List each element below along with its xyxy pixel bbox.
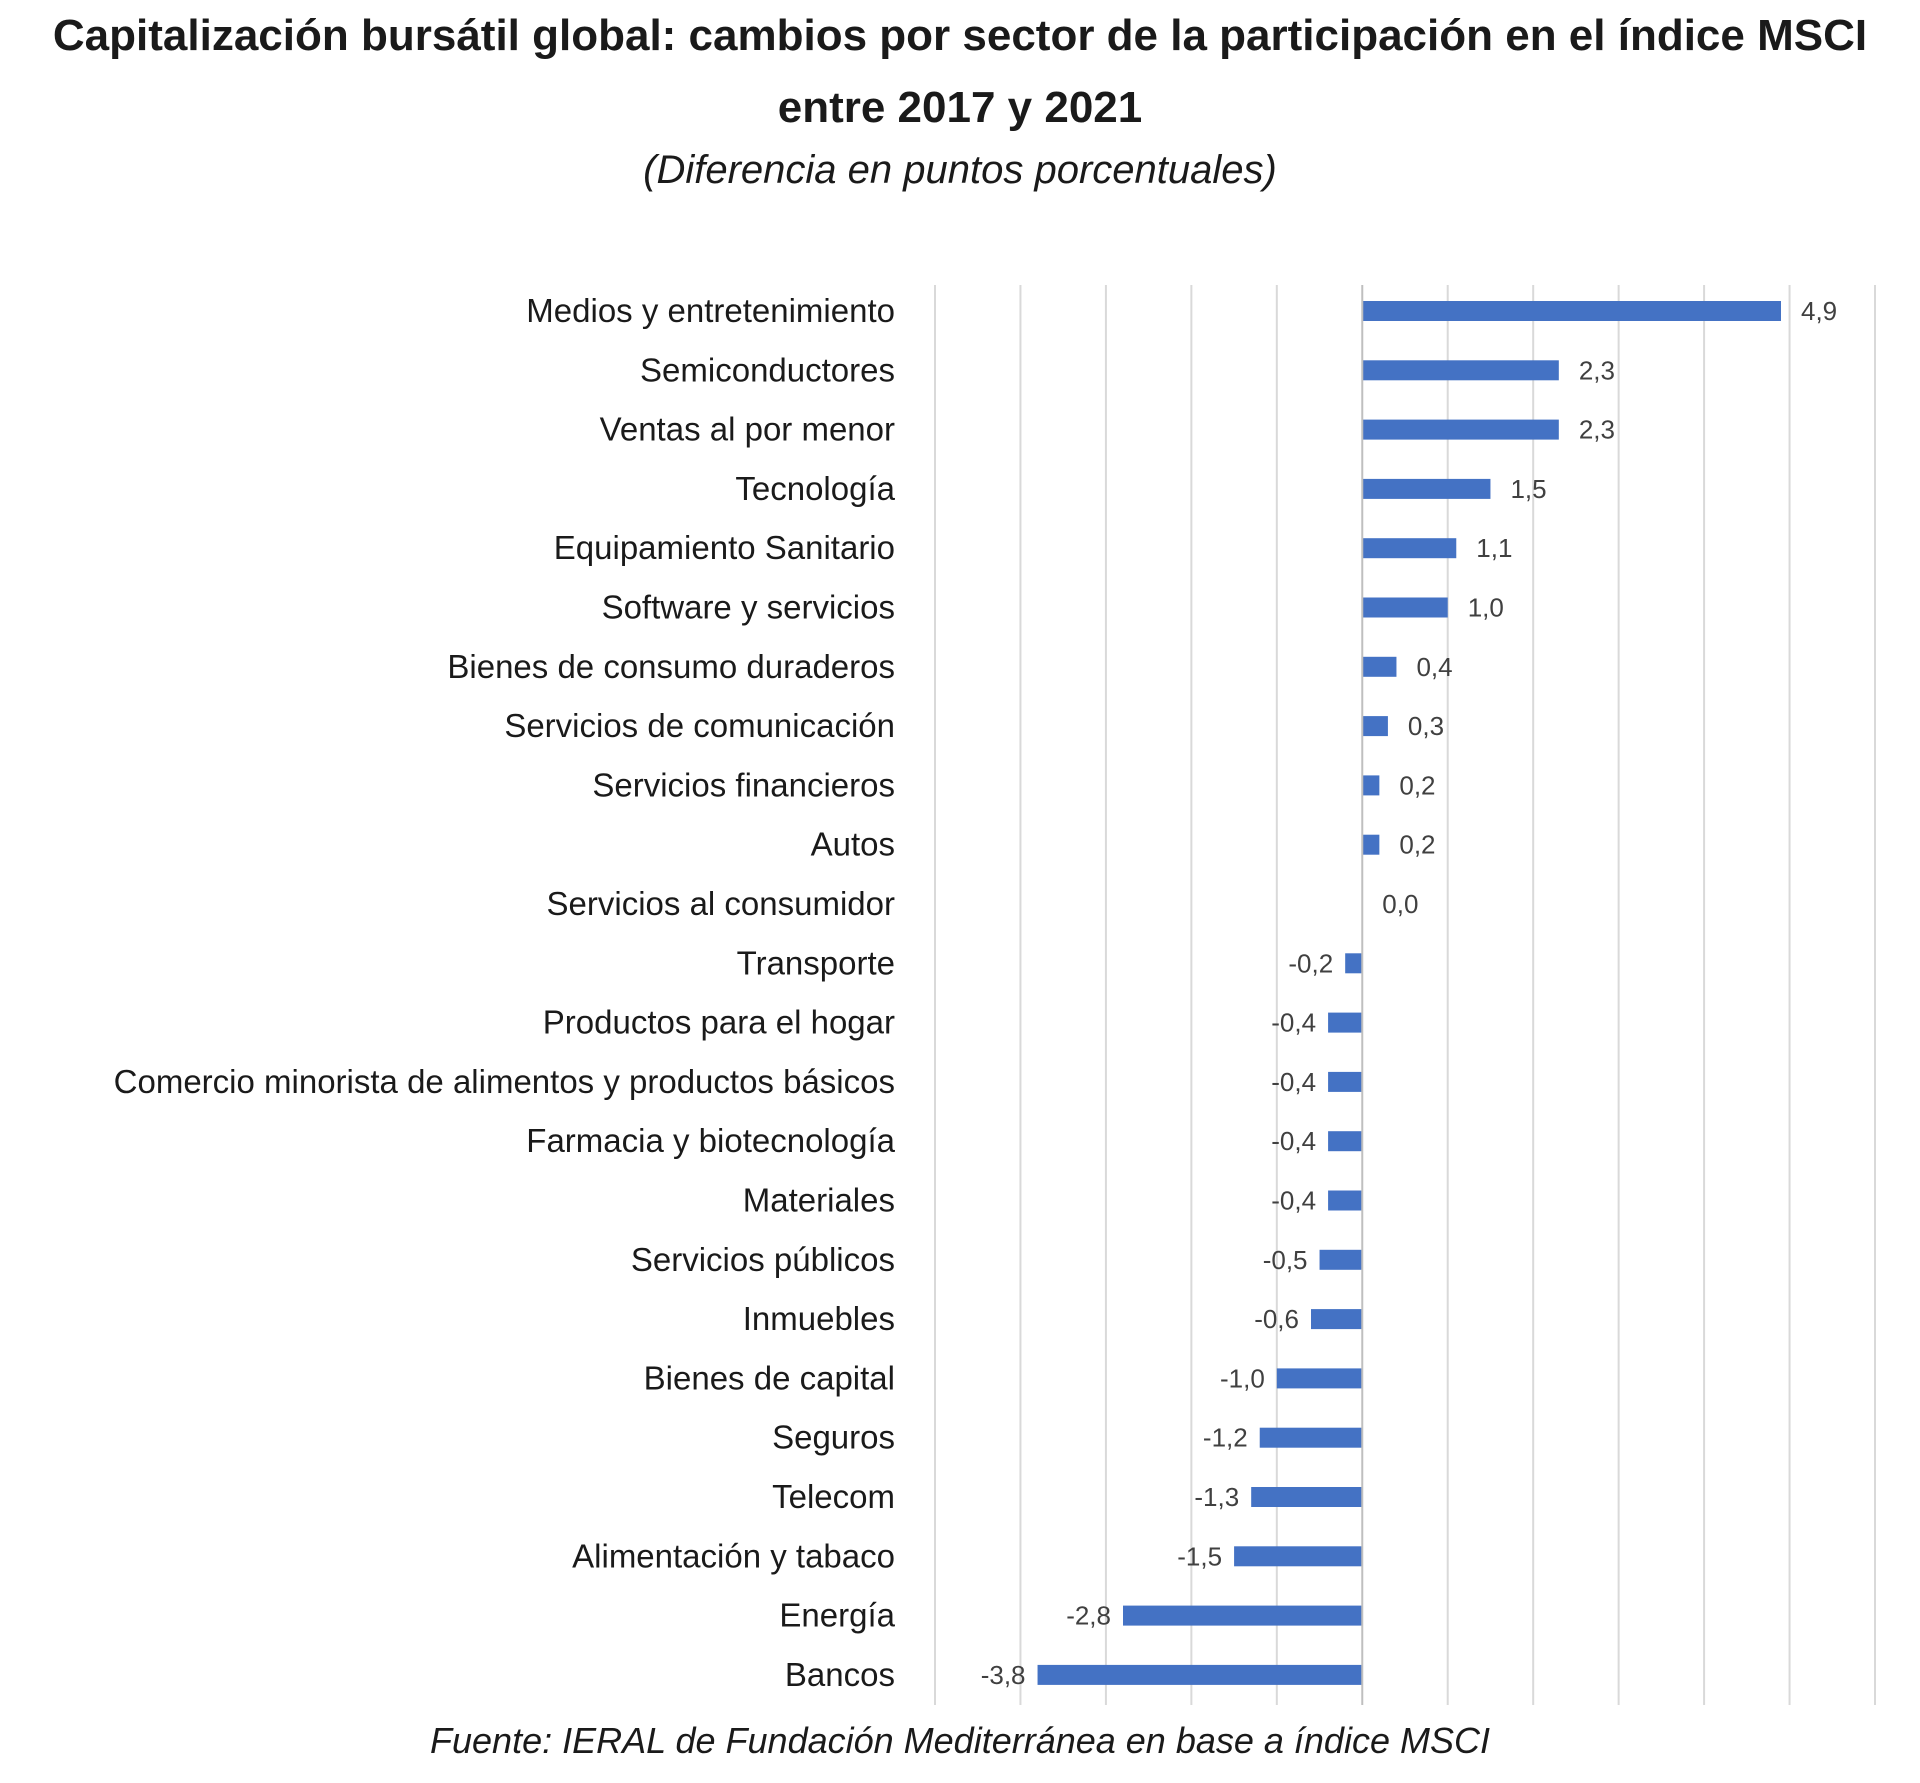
gridlines bbox=[934, 285, 1876, 1705]
value-label: 4,9 bbox=[1801, 296, 1837, 326]
category-label: Comercio minorista de alimentos y produc… bbox=[114, 1063, 895, 1100]
value-label: 1,5 bbox=[1510, 474, 1546, 504]
bar bbox=[1328, 1012, 1363, 1033]
category-label: Medios y entretenimiento bbox=[526, 292, 895, 329]
value-label: -3,8 bbox=[981, 1660, 1026, 1690]
bar bbox=[1328, 1071, 1363, 1092]
value-label: -1,5 bbox=[1177, 1541, 1222, 1571]
bar bbox=[1362, 538, 1457, 559]
category-label: Software y servicios bbox=[602, 589, 895, 626]
source-note: Fuente: IERAL de Fundación Mediterránea … bbox=[430, 1720, 1490, 1761]
value-label: 1,1 bbox=[1476, 533, 1512, 563]
value-label: -0,2 bbox=[1288, 948, 1333, 978]
chart-title-line-1: Capitalización bursátil global: cambios … bbox=[52, 11, 1868, 60]
category-label: Servicios públicos bbox=[631, 1241, 895, 1278]
category-label: Inmuebles bbox=[743, 1300, 895, 1337]
bar bbox=[1328, 1131, 1363, 1152]
category-label: Transporte bbox=[737, 944, 895, 981]
chart-subtitle: (Diferencia en puntos porcentuales) bbox=[643, 148, 1277, 192]
value-label: -0,6 bbox=[1254, 1304, 1299, 1334]
category-label: Tecnología bbox=[735, 470, 895, 507]
bar bbox=[1362, 360, 1559, 381]
category-label: Productos para el hogar bbox=[543, 1004, 895, 1041]
category-label: Semiconductores bbox=[640, 351, 895, 388]
bar bbox=[1362, 478, 1491, 499]
category-label: Materiales bbox=[743, 1182, 895, 1219]
category-label: Servicios de comunicación bbox=[504, 707, 895, 744]
category-label: Bancos bbox=[785, 1656, 895, 1693]
bar bbox=[1311, 1309, 1363, 1330]
value-labels: 4,9 2,3 2,3 1,5 1,1 1,0 0,4 0,3 0,2 0,2 0,0 -0,2 -0,… bbox=[981, 296, 1837, 1690]
category-label: Servicios al consumidor bbox=[547, 885, 895, 922]
value-label: -0,5 bbox=[1263, 1245, 1308, 1275]
value-label: -0,4 bbox=[1271, 1126, 1316, 1156]
value-label: -0,4 bbox=[1271, 1186, 1316, 1216]
bar bbox=[1234, 1546, 1363, 1567]
bar bbox=[1037, 1664, 1363, 1685]
chart-title: Capitalización bursátil global: cambios … bbox=[0, 0, 1920, 144]
bar bbox=[1362, 775, 1380, 796]
value-label: -0,4 bbox=[1271, 1067, 1316, 1097]
category-label: Servicios financieros bbox=[592, 766, 895, 803]
value-label: -0,4 bbox=[1271, 1008, 1316, 1038]
bar bbox=[1328, 1190, 1363, 1211]
bar bbox=[1319, 1249, 1363, 1270]
bar bbox=[1362, 597, 1448, 618]
bar bbox=[1251, 1487, 1363, 1507]
bars bbox=[1037, 301, 1781, 1685]
value-label: -2,8 bbox=[1066, 1601, 1111, 1631]
category-label: Equipamiento Sanitario bbox=[554, 529, 895, 566]
category-label: Telecom bbox=[772, 1478, 895, 1515]
value-label: 0,2 bbox=[1399, 770, 1435, 800]
bar bbox=[1362, 834, 1380, 855]
value-label: 2,3 bbox=[1579, 415, 1615, 445]
category-label: Alimentación y tabaco bbox=[572, 1537, 895, 1574]
category-label: Ventas al por menor bbox=[600, 411, 895, 448]
category-labels: Medios y entretenimiento Semiconductores V… bbox=[114, 292, 896, 1693]
value-label: -1,3 bbox=[1194, 1482, 1239, 1512]
bar bbox=[1259, 1427, 1363, 1448]
bar bbox=[1362, 419, 1559, 440]
value-label: -1,0 bbox=[1220, 1363, 1265, 1393]
value-label: 0,4 bbox=[1416, 652, 1452, 682]
bar bbox=[1362, 301, 1781, 321]
chart-title-line-2: entre 2017 y 2021 bbox=[777, 83, 1143, 132]
bar bbox=[1362, 716, 1388, 737]
value-label: 2,3 bbox=[1579, 355, 1615, 385]
category-label: Bienes de capital bbox=[644, 1359, 895, 1396]
bar bbox=[1345, 953, 1363, 974]
bar bbox=[1123, 1605, 1363, 1626]
category-label: Bienes de consumo duraderos bbox=[447, 648, 895, 685]
category-label: Autos bbox=[811, 826, 895, 863]
bar bbox=[1362, 656, 1397, 677]
category-label: Energía bbox=[779, 1597, 895, 1634]
value-label: -1,2 bbox=[1203, 1423, 1248, 1453]
value-label: 0,3 bbox=[1408, 711, 1444, 741]
value-label: 0,0 bbox=[1382, 889, 1418, 919]
value-label: 0,2 bbox=[1399, 830, 1435, 860]
value-label: 1,0 bbox=[1468, 593, 1504, 623]
category-label: Seguros bbox=[772, 1419, 895, 1456]
category-label: Farmacia y biotecnología bbox=[526, 1122, 895, 1159]
bar bbox=[1276, 1368, 1363, 1389]
